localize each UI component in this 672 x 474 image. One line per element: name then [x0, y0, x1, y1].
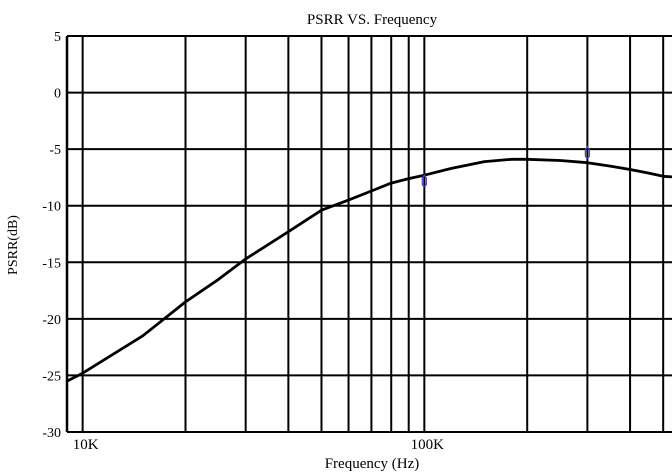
x-tick-label-0: 10K	[73, 437, 99, 453]
x-tick-label-1: 100K	[411, 437, 445, 453]
data-marker-1	[584, 145, 591, 159]
grid-layer	[67, 35, 672, 433]
chart-title: PSRR VS. Frequency	[307, 12, 438, 28]
marker-layer	[421, 145, 591, 187]
axis-layer: 5 0 -5 -10 -15 -20 -25 -30 10K 100K	[42, 30, 444, 453]
data-marker-0	[421, 173, 427, 187]
series-layer	[66, 157, 672, 383]
y-tick-label-0: 5	[54, 30, 61, 45]
x-axis-label: Frequency (Hz)	[325, 456, 420, 472]
y-tick-label-7: -30	[42, 426, 61, 441]
y-tick-label-1: 0	[54, 87, 61, 102]
y-tick-label-5: -20	[42, 313, 61, 328]
y-tick-label-2: -5	[49, 143, 61, 158]
y-axis-label: PSRR(dB)	[6, 215, 21, 275]
y-tick-label-3: -10	[42, 200, 61, 215]
y-tick-label-6: -25	[42, 369, 61, 384]
series-line-0	[66, 157, 672, 383]
y-tick-label-4: -15	[42, 256, 61, 271]
